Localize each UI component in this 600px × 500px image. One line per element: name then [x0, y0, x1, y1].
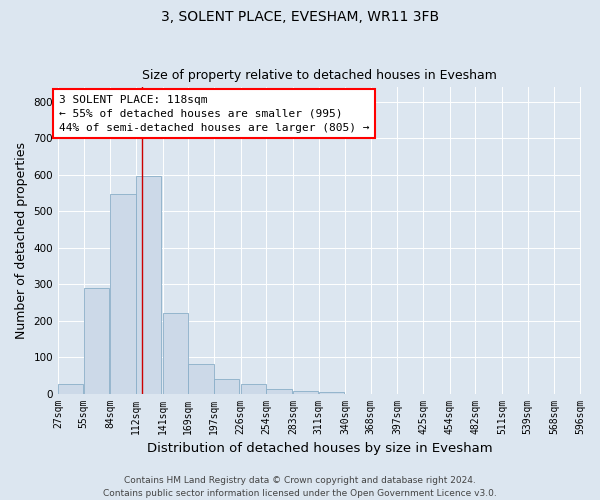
Y-axis label: Number of detached properties: Number of detached properties — [15, 142, 28, 339]
Bar — [163, 312, 188, 394]
Bar — [266, 389, 292, 394]
Title: Size of property relative to detached houses in Evesham: Size of property relative to detached ho… — [142, 69, 497, 82]
Text: 3, SOLENT PLACE, EVESHAM, WR11 3FB: 3, SOLENT PLACE, EVESHAM, WR11 3FB — [161, 10, 439, 24]
Bar — [214, 379, 239, 394]
Bar — [136, 176, 161, 394]
Bar — [241, 384, 266, 394]
Text: Contains HM Land Registry data © Crown copyright and database right 2024.
Contai: Contains HM Land Registry data © Crown c… — [103, 476, 497, 498]
X-axis label: Distribution of detached houses by size in Evesham: Distribution of detached houses by size … — [146, 442, 492, 455]
Bar — [188, 364, 214, 394]
Bar — [58, 384, 83, 394]
Bar — [319, 392, 344, 394]
Text: 3 SOLENT PLACE: 118sqm
← 55% of detached houses are smaller (995)
44% of semi-de: 3 SOLENT PLACE: 118sqm ← 55% of detached… — [59, 94, 370, 132]
Bar — [84, 288, 109, 394]
Bar — [293, 390, 318, 394]
Bar — [110, 194, 136, 394]
